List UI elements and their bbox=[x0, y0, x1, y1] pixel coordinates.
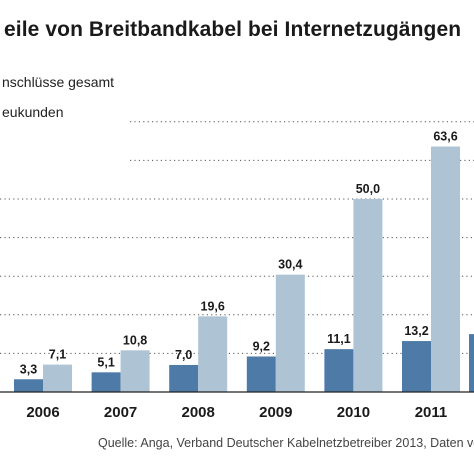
bar-value-label: 30,4 bbox=[278, 258, 302, 272]
legend-item-new: eukunden bbox=[2, 104, 64, 120]
bar-value-label: 5,1 bbox=[97, 355, 114, 369]
x-tick-label: 2007 bbox=[104, 404, 137, 421]
bar-new-customers bbox=[91, 372, 121, 392]
bar-total bbox=[431, 146, 460, 392]
bar-value-label: 10,8 bbox=[123, 333, 147, 347]
bar-value-label: 11,1 bbox=[327, 332, 351, 346]
bar-value-label: 7,1 bbox=[49, 348, 66, 362]
bar-total bbox=[43, 364, 72, 392]
bar-total bbox=[120, 350, 150, 392]
bar-new-customers bbox=[14, 379, 43, 392]
x-tick-label: 2010 bbox=[337, 404, 370, 421]
legend-item-total: nschlüsse gesamt bbox=[2, 74, 115, 90]
x-tick-label: 2008 bbox=[182, 404, 215, 421]
x-tick-label: 2011 bbox=[415, 404, 448, 421]
bar-total bbox=[353, 199, 383, 392]
bar-value-label: 50,0 bbox=[356, 182, 380, 196]
bar-value-label: 13,2 bbox=[404, 324, 428, 338]
bar-new-customers bbox=[169, 364, 199, 392]
bar-value-label: 19,6 bbox=[201, 299, 225, 313]
bar-new-customers bbox=[402, 341, 431, 392]
bar-total bbox=[275, 274, 305, 392]
source-note: Quelle: Anga, Verband Deutscher Kabelnet… bbox=[98, 436, 474, 450]
x-tick-label: 2009 bbox=[259, 404, 292, 421]
chart-title: eile von Breitbandkabel bei Internetzugä… bbox=[4, 18, 462, 41]
bar-new-customers bbox=[246, 356, 276, 392]
bar-partial bbox=[469, 334, 474, 392]
bar-total bbox=[198, 316, 228, 392]
bar-value-label: 63,6 bbox=[433, 130, 457, 144]
bar-value-label: 7,0 bbox=[175, 348, 192, 362]
bar-new-customers bbox=[324, 349, 354, 392]
x-tick-label: 2006 bbox=[26, 404, 59, 421]
bar-value-label: 9,2 bbox=[253, 339, 270, 353]
bar-value-label: 3,3 bbox=[20, 362, 37, 376]
